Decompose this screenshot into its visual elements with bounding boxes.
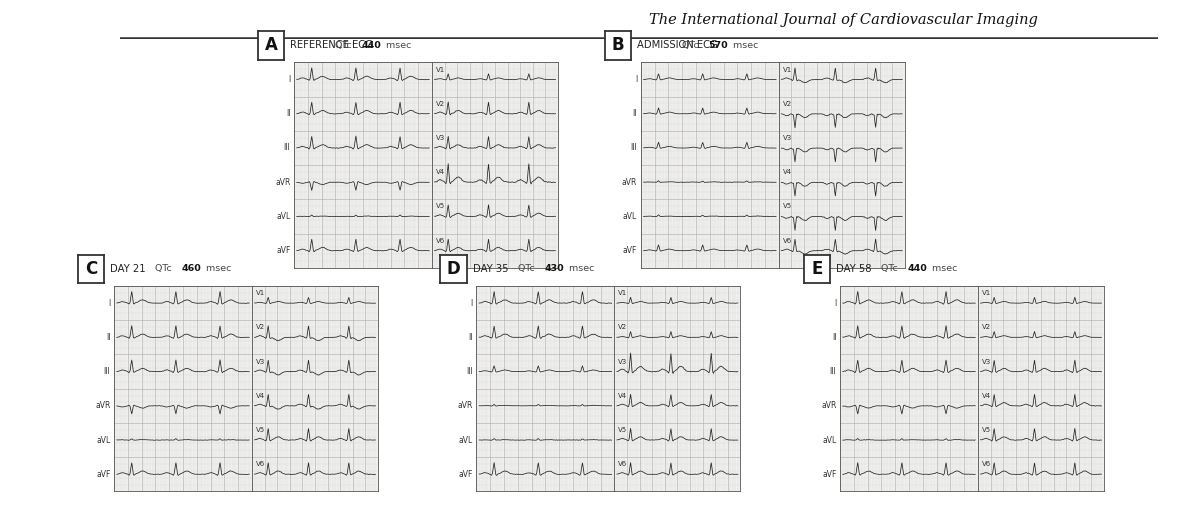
Text: V6: V6	[436, 238, 445, 244]
Text: aVR: aVR	[622, 178, 637, 187]
Text: III: III	[466, 367, 473, 376]
Text: V6: V6	[618, 461, 628, 467]
Text: 440: 440	[908, 264, 928, 274]
Text: aVF: aVF	[96, 470, 110, 479]
Text: D: D	[446, 260, 461, 278]
Text: REFERENCE ECG: REFERENCE ECG	[290, 40, 373, 50]
Text: QTc: QTc	[518, 264, 538, 274]
Text: V6: V6	[982, 461, 991, 467]
Text: II: II	[468, 333, 473, 342]
Text: II: II	[286, 109, 290, 118]
Text: V4: V4	[982, 393, 991, 399]
Text: msec: msec	[203, 264, 232, 274]
Text: V4: V4	[618, 393, 628, 399]
Text: I: I	[834, 298, 836, 308]
Text: III: III	[630, 144, 637, 152]
Text: III: III	[283, 144, 290, 152]
Text: aVF: aVF	[276, 246, 290, 255]
Text: aVL: aVL	[276, 212, 290, 221]
Text: aVR: aVR	[457, 401, 473, 410]
Text: V1: V1	[982, 290, 991, 296]
Text: V3: V3	[256, 359, 265, 365]
Text: I: I	[635, 75, 637, 84]
Text: DAY 35: DAY 35	[473, 264, 509, 274]
Text: aVL: aVL	[623, 212, 637, 221]
Text: V2: V2	[982, 324, 991, 330]
Text: C: C	[85, 260, 97, 278]
Text: II: II	[632, 109, 637, 118]
Text: 430: 430	[545, 264, 564, 274]
Text: E: E	[811, 260, 823, 278]
Text: aVL: aVL	[822, 436, 836, 445]
Text: III: III	[829, 367, 836, 376]
Text: V4: V4	[436, 169, 445, 175]
Text: V1: V1	[782, 67, 792, 72]
Text: 570: 570	[708, 41, 728, 50]
Text: V4: V4	[256, 393, 265, 399]
Text: msec: msec	[384, 41, 412, 50]
Text: msec: msec	[730, 41, 758, 50]
Text: V1: V1	[256, 290, 265, 296]
Text: V3: V3	[618, 359, 628, 365]
Text: A: A	[265, 36, 277, 55]
Text: V5: V5	[618, 427, 628, 433]
Text: II: II	[106, 333, 110, 342]
Text: III: III	[103, 367, 110, 376]
Text: V6: V6	[256, 461, 265, 467]
Text: V4: V4	[782, 169, 792, 175]
Text: V5: V5	[256, 427, 265, 433]
Text: ADMISSION ECG: ADMISSION ECG	[637, 40, 718, 50]
Text: The International Journal of Cardiovascular Imaging: The International Journal of Cardiovascu…	[649, 13, 1038, 27]
Text: aVF: aVF	[822, 470, 836, 479]
Text: B: B	[612, 36, 624, 55]
Text: aVL: aVL	[458, 436, 473, 445]
Text: aVL: aVL	[96, 436, 110, 445]
Text: I: I	[470, 298, 473, 308]
Text: 440: 440	[362, 41, 382, 50]
Text: V1: V1	[436, 67, 445, 72]
Text: V2: V2	[618, 324, 628, 330]
Text: V6: V6	[782, 238, 792, 244]
Text: II: II	[832, 333, 836, 342]
Text: QTc: QTc	[882, 264, 901, 274]
Text: V3: V3	[982, 359, 991, 365]
Text: V2: V2	[782, 101, 792, 107]
Text: V5: V5	[982, 427, 991, 433]
Text: msec: msec	[566, 264, 594, 274]
Text: QTc: QTc	[156, 264, 175, 274]
Text: I: I	[108, 298, 110, 308]
Text: V5: V5	[436, 203, 445, 210]
Text: V3: V3	[782, 135, 792, 141]
Text: V2: V2	[256, 324, 265, 330]
Text: aVF: aVF	[458, 470, 473, 479]
Text: aVR: aVR	[275, 178, 290, 187]
Text: V5: V5	[782, 203, 792, 210]
Text: I: I	[288, 75, 290, 84]
Text: aVF: aVF	[623, 246, 637, 255]
Text: V1: V1	[618, 290, 628, 296]
Text: DAY 58: DAY 58	[836, 264, 872, 274]
Text: aVR: aVR	[95, 401, 110, 410]
Text: DAY 21: DAY 21	[110, 264, 146, 274]
Text: V2: V2	[436, 101, 445, 107]
Text: QTc: QTc	[336, 41, 355, 50]
Text: aVR: aVR	[821, 401, 836, 410]
Text: 460: 460	[182, 264, 202, 274]
Text: QTc: QTc	[683, 41, 702, 50]
Text: V3: V3	[436, 135, 445, 141]
Text: msec: msec	[930, 264, 958, 274]
